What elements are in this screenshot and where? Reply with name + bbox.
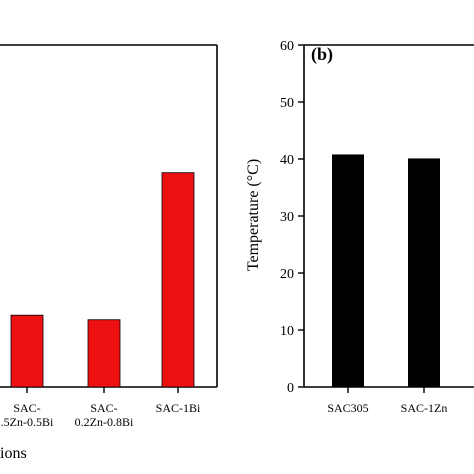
panel-b-y-tick-labels: 0 10 20 30 40 50 60	[280, 39, 294, 396]
panel-b-x-tick-labels: SAC305 SAC-1Zn	[327, 401, 447, 415]
panel-b-axes	[298, 44, 474, 393]
panel-b-x-tick-label: SAC305	[327, 401, 368, 415]
panel-a-x-tick-labels: SAC-.5Zn-0.5Bi SAC-0.2Zn-0.8Bi SAC-1Bi	[1, 401, 201, 429]
panel-a-bar	[10, 314, 44, 388]
panel-b-y-tick-label: 60	[280, 39, 294, 54]
panel-b-label: (b)	[311, 44, 333, 65]
panel-b-bar	[332, 154, 364, 387]
panel-b-y-tick-label: 50	[280, 96, 294, 111]
panel-a-x-tick-label: SAC-0.2Zn-0.8Bi	[75, 401, 134, 429]
panel-b-y-tick-label: 20	[280, 267, 294, 282]
panel-a-bar	[161, 172, 195, 388]
panel-b-y-tick-label: 10	[280, 324, 294, 339]
panel-a-bars	[10, 172, 195, 388]
panel-b-bars	[332, 154, 440, 387]
panel-a-x-tick-label: SAC-.5Zn-0.5Bi	[1, 401, 54, 429]
panel-b-y-tick-label: 0	[287, 381, 294, 396]
panel-b-y-tick-label: 30	[280, 210, 294, 225]
panel-a-chart: SAC-.5Zn-0.5Bi SAC-0.2Zn-0.8Bi SAC-1Bi ion…	[0, 44, 218, 462]
panel-b-bar	[408, 158, 440, 387]
panel-b-y-tick-label: 40	[280, 153, 294, 168]
panel-a-bar	[87, 319, 121, 388]
panel-a-x-axis-label: ions	[0, 445, 27, 462]
panel-b-y-axis-label: Temperature (°C)	[245, 159, 262, 271]
panel-b-chart: (b) 0 10 20 30 40 50 60 SAC305 SAC-1Zn Temperat…	[245, 39, 474, 415]
panel-a-x-tick-label: SAC-1Bi	[156, 401, 201, 415]
panel-b-x-tick-label: SAC-1Zn	[401, 401, 448, 415]
